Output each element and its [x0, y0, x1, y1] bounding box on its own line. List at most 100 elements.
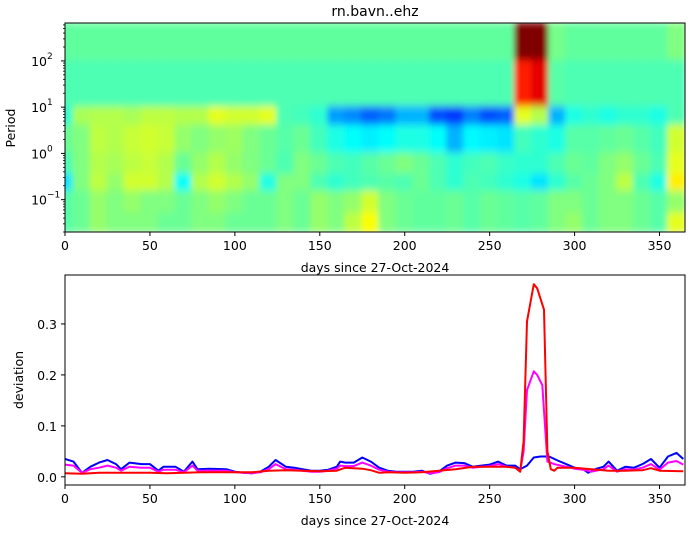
heatmap-cell [72, 152, 92, 176]
heatmap-cell [276, 124, 296, 155]
heatmap-cell [208, 212, 228, 232]
heatmap-cell [412, 152, 432, 176]
heatmap-cell [361, 59, 381, 109]
heatmap-cell [616, 152, 636, 176]
heatmap-cell [310, 106, 330, 127]
heatmap-cell [497, 106, 517, 127]
heatmap-cell [565, 124, 585, 155]
heatmap-cell [650, 212, 670, 232]
heatmap-cell [208, 59, 228, 109]
heatmap-cell [514, 106, 534, 127]
x-tick-label: 300 [563, 238, 587, 253]
heatmap-cell [514, 59, 534, 109]
heatmap-cell [616, 212, 636, 232]
heatmap-cell [174, 23, 194, 62]
heatmap-cell [276, 173, 296, 193]
x-tick-label: 350 [648, 491, 672, 506]
heatmap-cell [548, 59, 568, 109]
heatmap-cell [650, 152, 670, 176]
heatmap-cell [650, 124, 670, 155]
heatmap-cell [89, 173, 109, 193]
heatmap-cell [89, 190, 109, 215]
heatmap-cell [667, 190, 685, 215]
x-tick-label: 100 [223, 491, 247, 506]
heatmap-cell [65, 23, 75, 62]
heatmap-cell [446, 59, 466, 109]
heatmap-cell [72, 124, 92, 155]
heatmap-cell [599, 23, 619, 62]
heatmap-cell [429, 152, 449, 176]
heatmap-cell [395, 124, 415, 155]
heatmap-cell [361, 23, 381, 62]
heatmap-cell [140, 23, 160, 62]
heatmap-cell [293, 59, 313, 109]
heatmap-cell [174, 124, 194, 155]
heatmap-cell [293, 124, 313, 155]
heatmap-cell [667, 212, 685, 232]
heatmap-cell [344, 59, 364, 109]
heatmap-cell [310, 124, 330, 155]
heatmap-cell [514, 190, 534, 215]
heatmap-cell [123, 190, 143, 215]
heatmap-cell [310, 190, 330, 215]
heatmap-cell [531, 152, 551, 176]
heatmap-cell [429, 212, 449, 232]
heatmap-cell [378, 106, 398, 127]
heatmap-cell [616, 124, 636, 155]
heatmap-cell [157, 190, 177, 215]
heatmap-cell [480, 23, 500, 62]
heatmap-cell [378, 190, 398, 215]
bottom-axes-ticks: 0 50 100 150 200 250 300 350 0.0 0.1 0.2 0.3 [37, 317, 671, 506]
heatmap-cell [259, 59, 279, 109]
heatmap-cell [191, 59, 211, 109]
heatmap-cell [327, 23, 347, 62]
heatmap-cell [89, 124, 109, 155]
heatmap-cell [157, 124, 177, 155]
heatmap-cell [242, 212, 262, 232]
x-tick-label: 50 [142, 238, 158, 253]
heatmap-cell [310, 59, 330, 109]
heatmap-cell [599, 59, 619, 109]
heatmap-cell [174, 152, 194, 176]
heatmap-cell [497, 190, 517, 215]
heatmap-cell [106, 23, 126, 62]
x-tick-label: 100 [223, 238, 247, 253]
heatmap-cell [531, 212, 551, 232]
bottom-axes-frame [64, 274, 686, 486]
heatmap-cell [633, 190, 653, 215]
heatmap-cell [140, 152, 160, 176]
heatmap-cell [106, 59, 126, 109]
heatmap-cell [293, 152, 313, 176]
heatmap-cell [89, 152, 109, 176]
heatmap-cell [327, 124, 347, 155]
heatmap-cell [191, 23, 211, 62]
heatmap-cell [276, 190, 296, 215]
heatmap-cell [565, 59, 585, 109]
heatmap-cell [531, 106, 551, 127]
heatmap-cell [395, 23, 415, 62]
heatmap-cell [378, 124, 398, 155]
deviation-series-2 [65, 283, 684, 475]
heatmap-cell [344, 212, 364, 232]
heatmap-cell [548, 190, 568, 215]
heatmap-cell [327, 106, 347, 127]
y-tick-exponent: 0 [47, 144, 53, 154]
top-axes-frame [64, 22, 686, 233]
x-tick-label: 250 [478, 238, 502, 253]
heatmap-cell [225, 106, 245, 127]
heatmap-cell [157, 173, 177, 193]
heatmap-cell [259, 152, 279, 176]
heatmap-cell [242, 190, 262, 215]
heatmap-cell [225, 190, 245, 215]
heatmap-cell [259, 23, 279, 62]
heatmap-cell [412, 190, 432, 215]
heatmap-cell [65, 106, 75, 127]
heatmap-cell [123, 152, 143, 176]
heatmap-cell [429, 106, 449, 127]
heatmap-cell [344, 190, 364, 215]
heatmap-cell [446, 190, 466, 215]
heatmap-cell [174, 212, 194, 232]
heatmap-cell [276, 212, 296, 232]
heatmap-cell [548, 106, 568, 127]
